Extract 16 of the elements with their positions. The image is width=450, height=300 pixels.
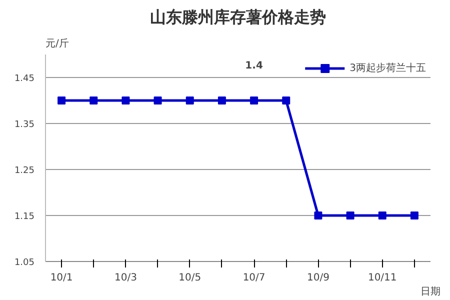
y-tick-label: 1.25: [14, 166, 35, 176]
x-tick-label: 10/11: [368, 272, 397, 284]
y-tick-label: 1.15: [14, 212, 35, 222]
x-tick-label: 10/7: [242, 272, 266, 284]
x-tick-label: 10/5: [178, 272, 202, 284]
x-tick-label: 10/1: [50, 272, 73, 284]
annotation: 1.4: [245, 60, 263, 72]
legend-label: 3两起步荷兰十五: [350, 62, 426, 75]
x-tick-label: 10/9: [306, 272, 330, 284]
y-tick-label: 1.35: [14, 120, 35, 130]
y-tick-label: 1.05: [14, 258, 35, 268]
x-tick-label: 10/3: [114, 272, 137, 284]
y-axis-title: 元/斤: [46, 38, 69, 50]
y-tick-label: 1.45: [14, 74, 35, 84]
x-axis-title: 日期: [420, 286, 440, 298]
chart-title: 山东滕州库存薯价格走势: [150, 8, 326, 26]
